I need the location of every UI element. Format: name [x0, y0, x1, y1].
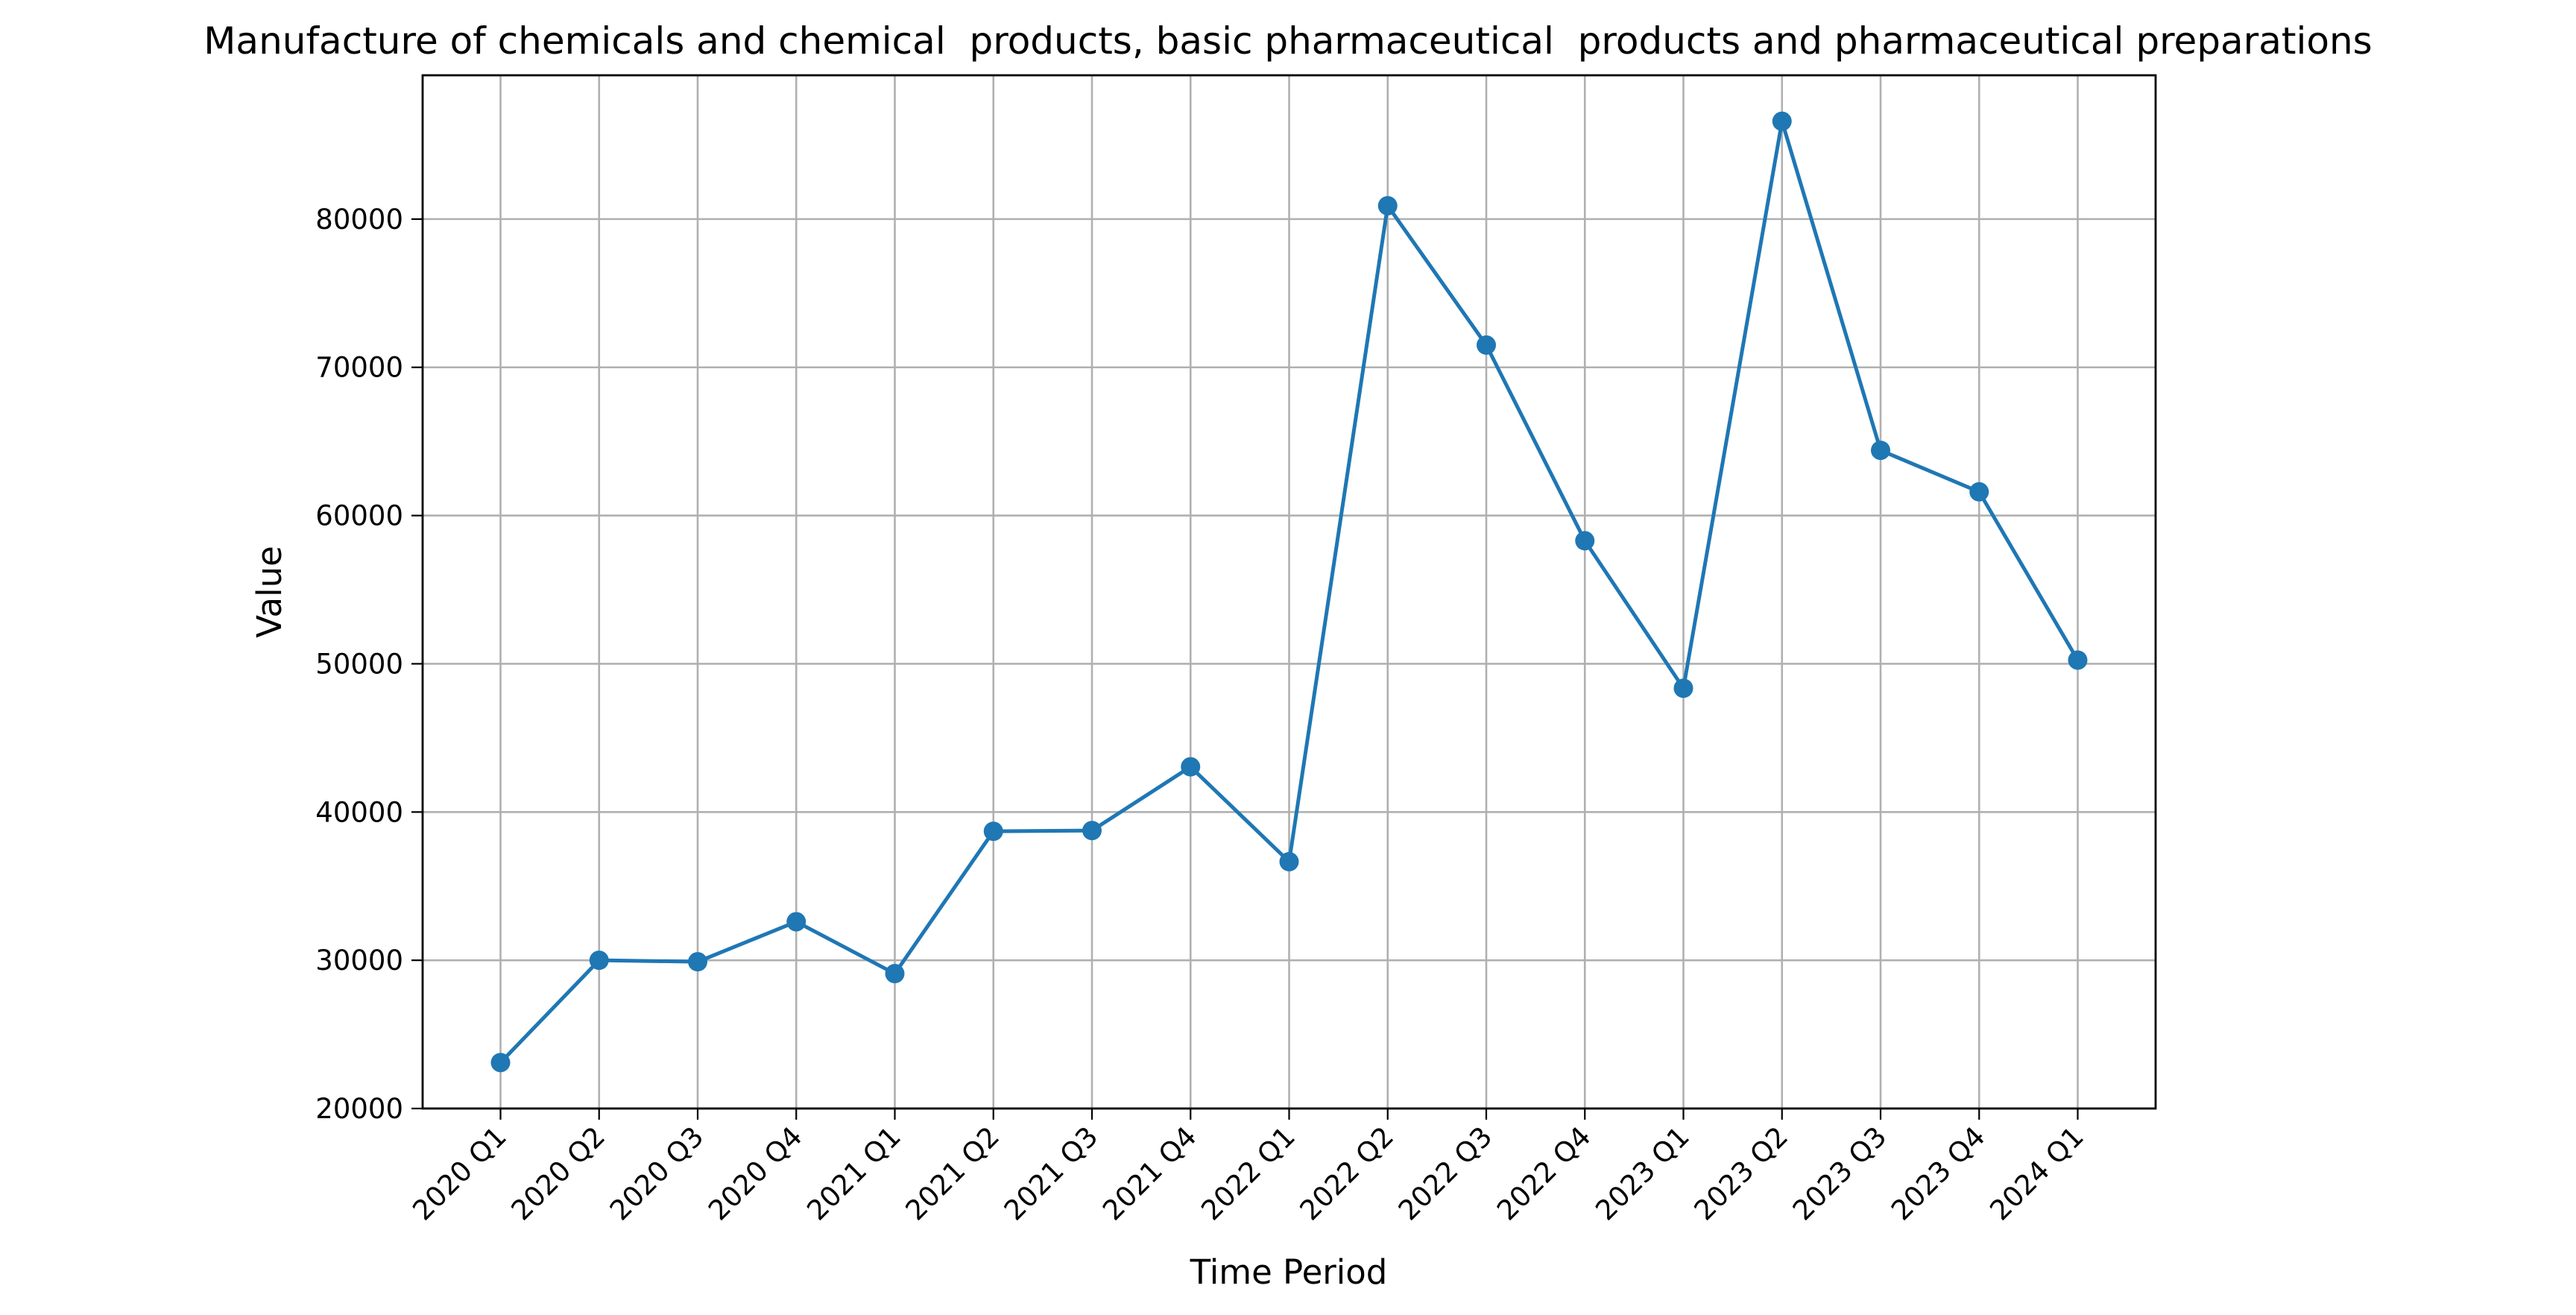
data-point: [786, 912, 806, 932]
y-axis-ticks: 20000 30000 40000 50000 60000 70000 80000: [315, 204, 423, 1125]
data-point: [2068, 650, 2088, 670]
data-point: [1575, 531, 1595, 551]
data-point: [688, 952, 707, 972]
data-point: [983, 822, 1003, 842]
data-point: [1181, 757, 1201, 777]
chart-title: Manufacture of chemicals and chemical pr…: [203, 19, 2372, 63]
data-point: [1772, 111, 1792, 131]
y-tick-label: 40000: [315, 796, 403, 828]
y-tick-label: 50000: [315, 648, 403, 680]
x-axis-label: Time Period: [1190, 1252, 1388, 1292]
series-layer: [490, 111, 2088, 1073]
data-point: [1969, 482, 1989, 502]
y-tick-label: 30000: [315, 945, 403, 977]
data-point: [589, 950, 609, 971]
y-axis-label: Value: [250, 546, 289, 638]
data-point: [1082, 821, 1102, 841]
data-point: [1279, 851, 1299, 871]
y-tick-label: 70000: [315, 352, 403, 384]
y-tick-label: 20000: [315, 1093, 403, 1125]
data-point: [1673, 678, 1693, 699]
y-tick-label: 80000: [315, 204, 403, 236]
grid: [423, 75, 2156, 1110]
data-point: [885, 964, 905, 984]
y-tick-label: 60000: [315, 500, 403, 532]
data-point: [1871, 441, 1890, 461]
data-point: [1377, 195, 1398, 215]
data-point: [1477, 335, 1496, 355]
data-point: [490, 1053, 511, 1073]
